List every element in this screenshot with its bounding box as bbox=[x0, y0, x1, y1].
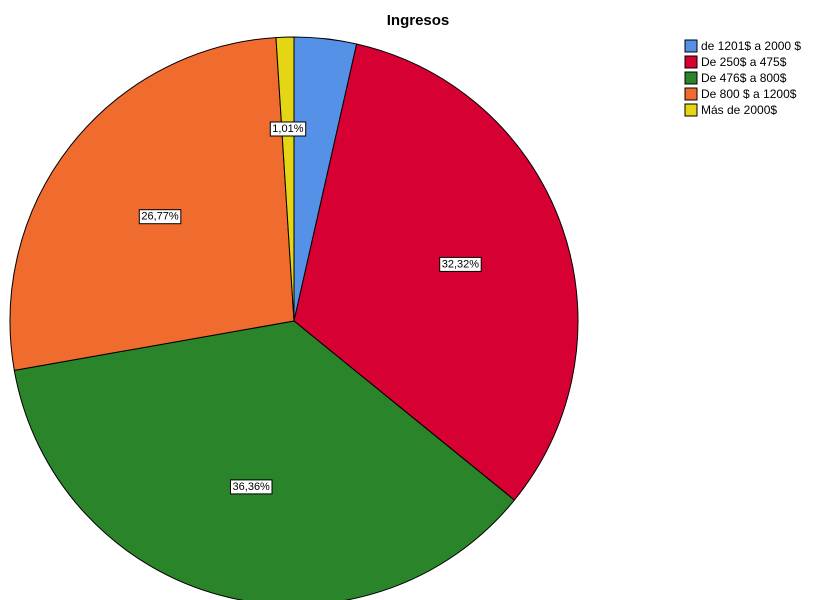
legend-item-de-1201-a-2000: de 1201$ a 2000 $ bbox=[684, 39, 801, 53]
legend-label: de 1201$ a 2000 $ bbox=[701, 39, 801, 53]
pie-slice-m-s-de-2000 bbox=[275, 36, 295, 322]
data-label-box bbox=[230, 479, 273, 495]
legend-item-de-800-a-1200: De 800 $ a 1200$ bbox=[684, 87, 797, 101]
data-label-box bbox=[269, 121, 307, 137]
legend-swatch bbox=[684, 103, 698, 117]
legend-label: Más de 2000$ bbox=[701, 103, 777, 117]
chart-title: Ingresos bbox=[387, 12, 450, 29]
legend-swatch bbox=[684, 71, 698, 85]
data-label-de-250-a-475: 32,32% bbox=[439, 256, 482, 272]
data-label-box bbox=[138, 209, 182, 225]
legend-item-de-476-a-800: De 476$ a 800$ bbox=[684, 71, 787, 85]
legend-swatch bbox=[684, 39, 698, 53]
data-label-text: 32,32% bbox=[442, 258, 480, 270]
legend-item-m-s-de-2000: Más de 2000$ bbox=[684, 103, 777, 117]
legend-label: De 476$ a 800$ bbox=[701, 71, 787, 85]
legend-label: De 250$ a 475$ bbox=[701, 55, 787, 69]
legend-item-de-250-a-475: De 250$ a 475$ bbox=[684, 55, 787, 69]
pie-data-labels: 32,32% 36,36% 26,77% 1,01% bbox=[138, 121, 482, 495]
pie-slice-de-476-a-800 bbox=[13, 320, 516, 600]
data-label-m-s-de-2000: 1,01% bbox=[269, 121, 307, 137]
pie-slices bbox=[9, 36, 579, 600]
legend-swatch bbox=[684, 55, 698, 69]
data-label-text: 36,36% bbox=[233, 481, 271, 493]
data-label-de-800-a-1200: 26,77% bbox=[138, 209, 182, 225]
data-label-de-476-a-800: 36,36% bbox=[230, 479, 273, 495]
legend-swatch bbox=[684, 87, 698, 101]
data-label-text: 1,01% bbox=[272, 123, 303, 135]
pie-slice-de-800-a-1200 bbox=[9, 37, 295, 371]
pie-slice-de-250-a-475 bbox=[293, 43, 579, 501]
data-label-text: 26,77% bbox=[141, 211, 179, 223]
data-label-box bbox=[439, 256, 482, 272]
legend-label: De 800 $ a 1200$ bbox=[701, 87, 797, 101]
legend: de 1201$ a 2000 $ De 250$ a 475$ De 476$ a… bbox=[684, 39, 801, 117]
